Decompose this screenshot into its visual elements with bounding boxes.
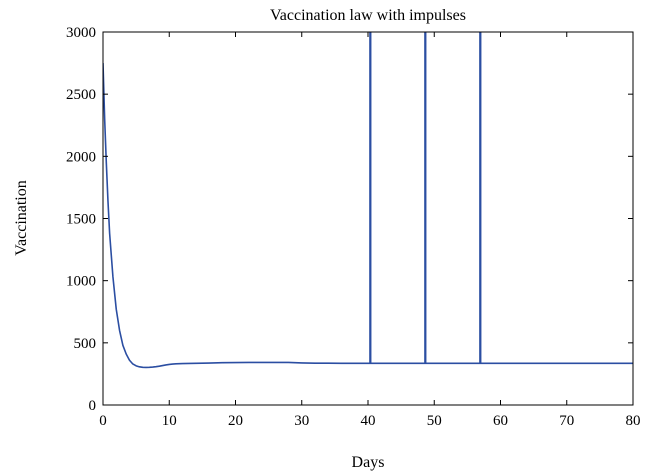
- x-tick-label: 70: [559, 413, 574, 429]
- x-axis-label: Days: [352, 454, 385, 471]
- plot-area: 0 10 20 30 40 50 60 70 80 0 500 1000 1500 2000 2500 300…: [66, 25, 641, 429]
- x-tick-label: 0: [99, 413, 107, 429]
- y-tick-label: 2000: [66, 149, 96, 165]
- y-tick-label: 1000: [66, 274, 96, 290]
- y-tick-label: 2500: [66, 87, 96, 103]
- y-tick-label: 500: [74, 336, 97, 352]
- x-tick-label: 10: [162, 413, 177, 429]
- x-tick-label: 50: [427, 413, 442, 429]
- y-tick-label: 0: [89, 398, 97, 414]
- y-tick-label: 3000: [66, 25, 96, 41]
- y-tick-label: 1500: [66, 212, 96, 228]
- x-tick-label: 60: [493, 413, 508, 429]
- chart-title: Vaccination law with impulses: [270, 7, 466, 24]
- series-line-0: [103, 32, 633, 369]
- x-tick-label: 80: [626, 413, 641, 429]
- x-tick-label: 20: [228, 413, 243, 429]
- x-tick-label: 30: [294, 413, 309, 429]
- x-tick-label: 40: [361, 413, 376, 429]
- y-axis-label: Vaccination: [13, 180, 30, 256]
